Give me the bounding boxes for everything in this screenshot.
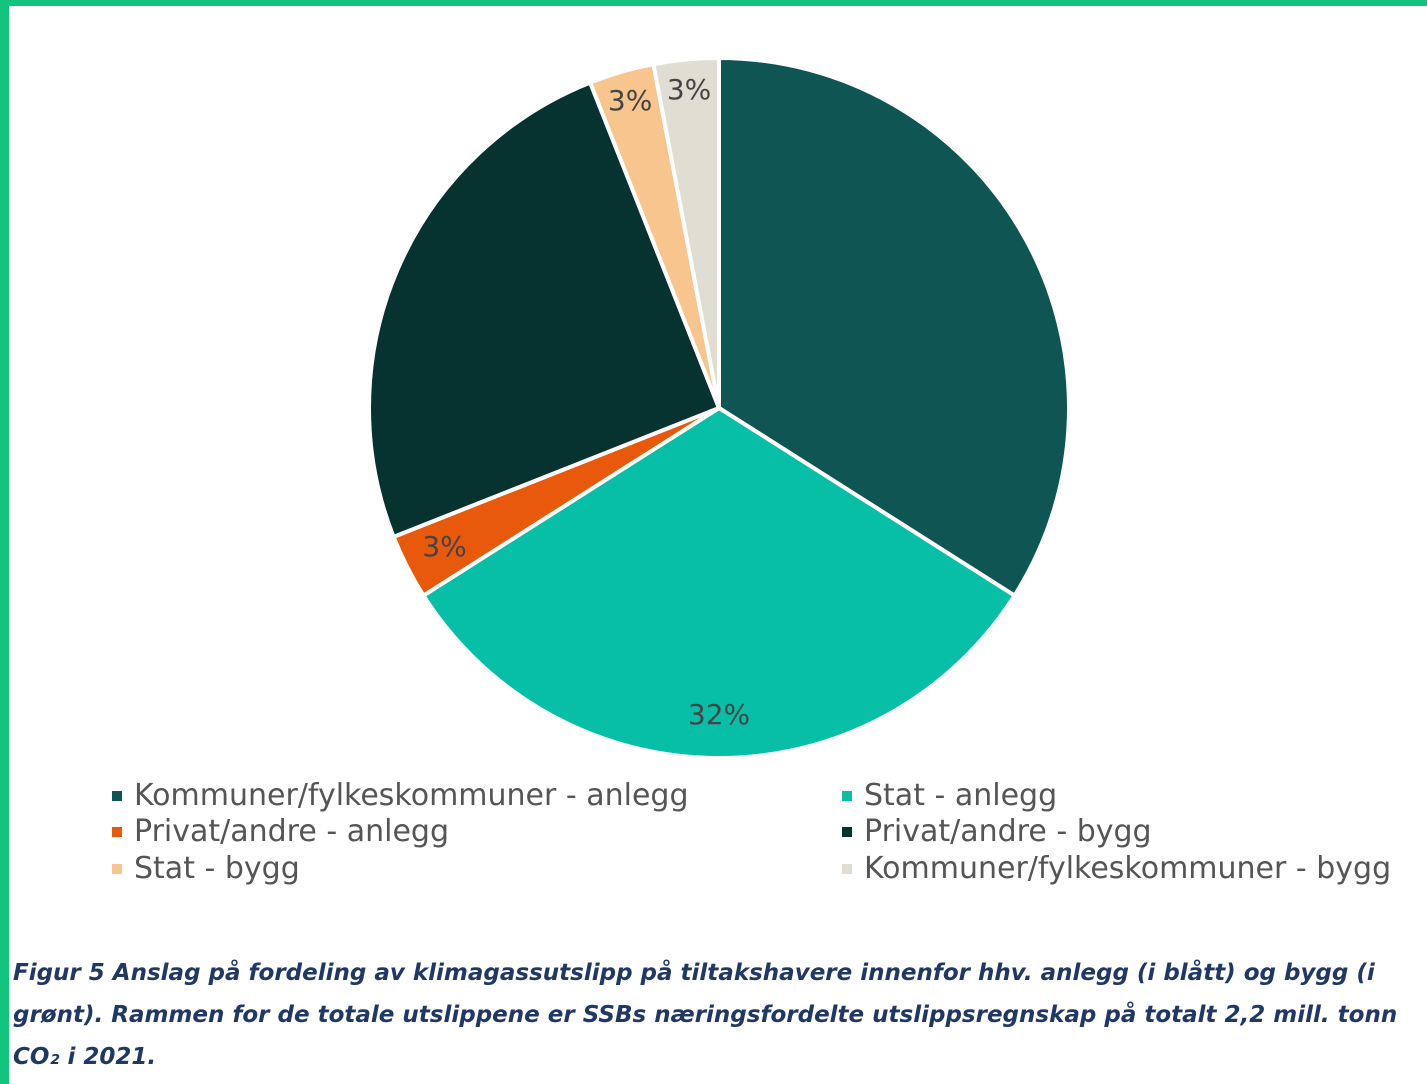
legend-item: Kommuner/fylkeskommuner - bygg: [842, 851, 1391, 886]
frame-left-border: [0, 0, 9, 1084]
legend-swatch: [112, 790, 122, 801]
legend-label: Stat - bygg: [134, 851, 300, 886]
legend-label: Privat/andre - anlegg: [134, 814, 449, 849]
caption-line-3: CO₂ i 2021.: [13, 1044, 157, 1070]
slice-data-label: 32%: [688, 698, 750, 731]
legend-swatch: [112, 826, 122, 837]
pie-slice: [420, 405, 1018, 760]
legend-label: Privat/andre - bygg: [864, 814, 1152, 849]
legend-label: Kommuner/fylkeskommuner - bygg: [864, 851, 1392, 886]
legend-item: Privat/andre - bygg: [842, 814, 1152, 849]
pie-slice: [651, 55, 721, 409]
legend-swatch: [842, 826, 852, 837]
pie-slice: [367, 79, 722, 540]
slice-data-label: 3%: [608, 84, 652, 117]
legend-item: Kommuner/fylkeskommuner - anlegg: [112, 778, 689, 813]
legend-item: Stat - bygg: [112, 851, 300, 886]
figure-caption: Figur 5 Anslag på fordeling av klimagass…: [13, 952, 1427, 1084]
legend-swatch: [842, 863, 852, 874]
caption-line-2: grønt). Rammen for de totale utslippene …: [13, 1002, 1398, 1028]
caption-line-1: Figur 5 Anslag på fordeling av klimagass…: [13, 960, 1375, 986]
legend-swatch: [112, 863, 122, 874]
legend-item: Stat - anlegg: [842, 778, 1057, 813]
pie-slice: [717, 55, 1071, 599]
legend-label: Kommuner/fylkeskommuner - anlegg: [134, 778, 689, 813]
slice-data-label: 3%: [422, 530, 466, 563]
pie-chart: 32% 3% 3% 3%: [367, 55, 1071, 760]
legend-item: Privat/andre - anlegg: [112, 814, 449, 849]
frame-top-border: [0, 0, 1427, 6]
legend-label: Stat - anlegg: [864, 778, 1058, 813]
slice-data-label: 3%: [667, 73, 711, 106]
legend-swatch: [842, 790, 852, 801]
